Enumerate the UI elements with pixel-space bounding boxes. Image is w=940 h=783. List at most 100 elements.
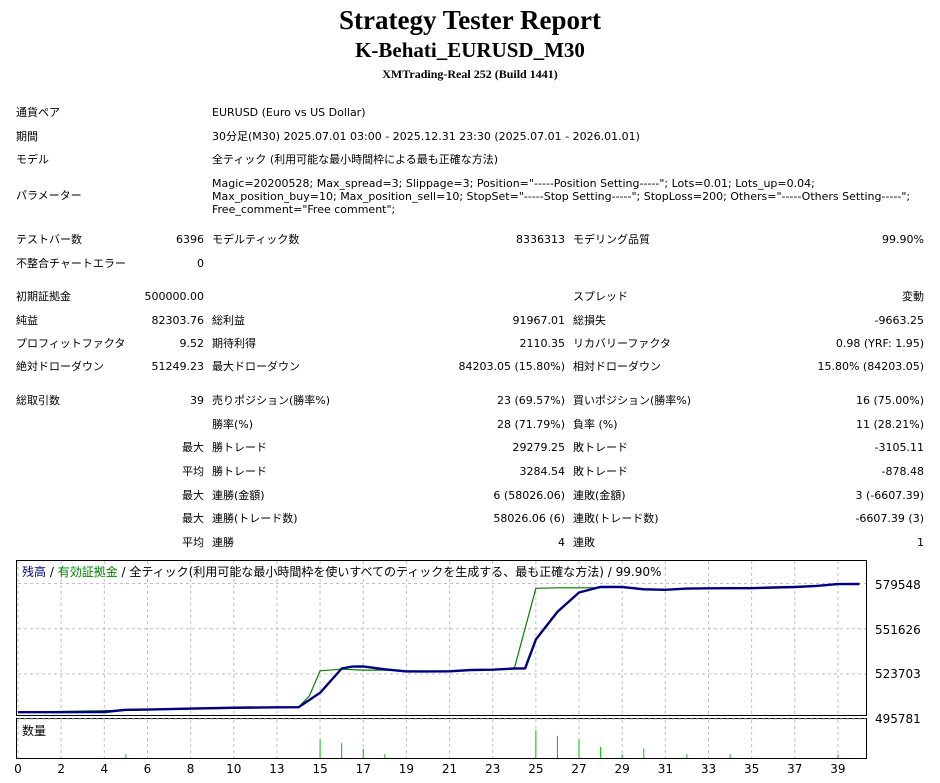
legend-equity: 有効証拠金: [57, 565, 118, 579]
abs-dd-value: 51249.23: [151, 360, 205, 373]
expected-value: 2110.35: [519, 337, 566, 350]
period-value: 30分足(M30) 2025.07.01 03:00 - 2025.12.31 …: [212, 130, 640, 143]
avg-word: 平均: [182, 465, 204, 478]
long-value: 16 (75.00%): [855, 394, 924, 407]
volume-chart-frame: [16, 718, 867, 759]
largest-loss-value: -3105.11: [874, 441, 924, 454]
max-word: 最大: [182, 512, 204, 525]
net-label: 純益: [16, 314, 38, 327]
x-tick-label: 39: [830, 762, 846, 776]
x-tick-label: 19: [398, 762, 415, 776]
params-value: Magic=20200528; Max_spread=3; Slippage=3…: [212, 177, 911, 216]
x-tick-label: 23: [485, 762, 501, 776]
max-word: 最大: [182, 489, 204, 502]
avg-consec-loss-value: 1: [917, 536, 924, 549]
lossrate-label: 負率 (%): [573, 418, 618, 431]
x-tick-label: 2: [57, 762, 65, 776]
quality-value: 99.90%: [882, 233, 924, 246]
gross-profit-label: 総利益: [212, 314, 245, 327]
period-label: 期間: [16, 130, 38, 143]
gross-loss-label: 総損失: [573, 314, 606, 327]
largest-win-label: 勝トレード: [212, 441, 267, 454]
symbol-value: EURUSD (Euro vs US Dollar): [212, 106, 366, 119]
recovery-value: 0.98 (YRF: 1.95): [835, 337, 924, 350]
trades-label: 総取引数: [16, 394, 60, 407]
avg-win-label: 勝トレード: [212, 465, 267, 478]
pf-label: プロフィットファクタ: [16, 337, 126, 350]
x-tick-label: 17: [355, 762, 371, 776]
max-consec-lossamt-label: 連敗(トレード数): [573, 512, 659, 525]
deposit-label: 初期証拠金: [16, 290, 71, 303]
x-tick-label: 13: [269, 762, 285, 776]
bars-value: 6396: [176, 233, 204, 246]
ticks-value: 8336313: [516, 233, 565, 246]
model-value: 全ティック (利用可能な最小時間枠による最も正確な方法): [212, 153, 499, 166]
avg-win-value: 3284.54: [519, 465, 566, 478]
y-tick-label: 495781: [875, 712, 921, 726]
spread-value: 変動: [902, 290, 924, 303]
long-label: 買いポジション(勝率%): [573, 394, 692, 407]
avg-consec-win-label: 連勝: [212, 536, 234, 549]
x-tick-label: 10: [226, 762, 242, 776]
max-consec-loss-label: 連敗(金額): [573, 489, 626, 502]
model-label: モデル: [16, 153, 49, 166]
x-tick-label: 31: [657, 762, 673, 776]
mismatch-value: 0: [197, 257, 204, 270]
x-tick-label: 33: [700, 762, 717, 776]
balance-line: [18, 582, 860, 714]
x-tick-label: 21: [441, 762, 458, 776]
x-tick-label: 35: [743, 762, 760, 776]
max-dd-label: 最大ドローダウン: [212, 360, 300, 373]
legend-description: / 全ティック(利用可能な最小時間枠を使いすべてのティックを生成する、最も正確な…: [117, 565, 662, 579]
x-tick-label: 6: [143, 762, 152, 776]
x-tick-label: 29: [614, 762, 630, 776]
largest-loss-label: 敗トレード: [573, 441, 628, 454]
max-consec-win-label: 連勝(金額): [212, 489, 265, 502]
winrate-value: 28 (71.79%): [496, 418, 565, 431]
balance-chart-frame: [16, 560, 867, 716]
max-consec-win-value: 6 (58026.06): [493, 489, 565, 502]
bars-label: テストバー数: [16, 233, 82, 246]
x-tick-label: 0: [14, 762, 22, 776]
report-subtitle: K-Behati_EURUSD_M30: [355, 38, 585, 62]
expected-label: 期待利得: [212, 337, 256, 350]
net-value: 82303.76: [151, 314, 205, 327]
y-tick-label: 551626: [875, 623, 921, 637]
winrate-label: 勝率(%): [212, 418, 254, 431]
avg-consec-loss-label: 連敗: [573, 536, 595, 549]
report-title: Strategy Tester Report: [339, 5, 601, 35]
max-consec-lossamt-value: -6607.39 (3): [855, 512, 924, 525]
gross-profit-value: 91967.01: [512, 314, 566, 327]
mismatch-label: 不整合チャートエラー: [16, 257, 126, 270]
build-info: XMTrading-Real 252 (Build 1441): [382, 67, 558, 81]
rel-dd-label: 相対ドローダウン: [573, 360, 661, 373]
recovery-label: リカバリーファクタ: [573, 337, 671, 350]
volume-label: 数量: [22, 724, 47, 738]
deposit-value: 500000.00: [144, 290, 205, 303]
rel-dd-value: 15.80% (84203.05): [817, 360, 924, 373]
short-value: 23 (69.57%): [496, 394, 565, 407]
x-tick-label: 8: [186, 762, 195, 776]
chart-legend: 残高 / 有効証拠金 / 全ティック(利用可能な最小時間枠を使いすべてのティック…: [22, 565, 661, 580]
y-tick-label: 523703: [875, 667, 921, 681]
gross-loss-value: -9663.25: [874, 314, 924, 327]
x-tick-label: 4: [100, 762, 109, 776]
pf-value: 9.52: [179, 337, 205, 350]
quality-label: モデリング品質: [573, 233, 650, 246]
equity-line: [17, 583, 860, 713]
avg-word: 平均: [182, 536, 204, 549]
symbol-label: 通貨ペア: [16, 106, 60, 119]
spread-label: スプレッド: [573, 290, 628, 303]
abs-dd-label: 絶対ドローダウン: [16, 360, 104, 373]
legend-separator: /: [46, 565, 58, 579]
avg-consec-win-value: 4: [558, 536, 565, 549]
lossrate-value: 11 (28.21%): [855, 418, 924, 431]
short-label: 売りポジション(勝率%): [212, 394, 331, 407]
max-consec-profit-value: 58026.06 (6): [493, 512, 565, 525]
x-tick-label: 27: [571, 762, 587, 776]
params-label: パラメーター: [16, 189, 82, 202]
max-consec-loss-value: 3 (-6607.39): [855, 489, 924, 502]
x-tick-label: 37: [787, 762, 803, 776]
x-tick-label: 25: [528, 762, 544, 776]
